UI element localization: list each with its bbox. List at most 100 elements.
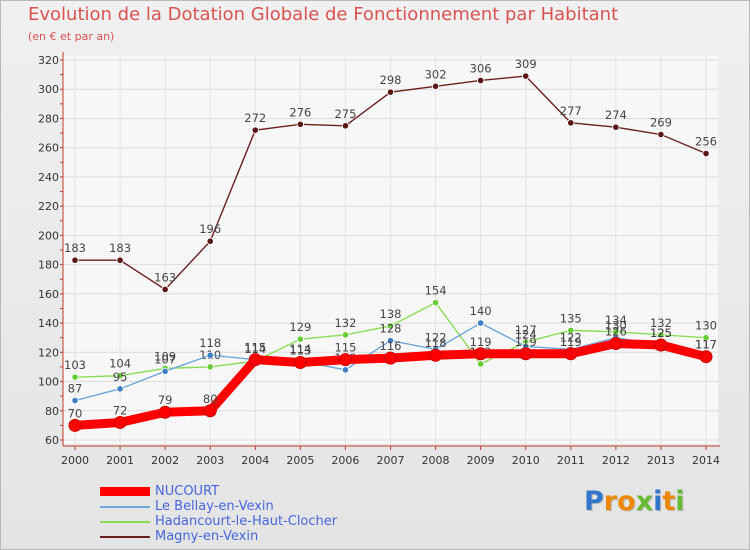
point-nucourt	[248, 353, 262, 367]
data-label-nucourt: 125	[650, 326, 672, 340]
series-le-bellay-en-vexin: 8795107118115114108128122140124122130125…	[68, 304, 717, 405]
legend-item-nucourt: NUCOURT	[100, 484, 420, 499]
point-nucourt	[474, 347, 488, 361]
data-label-nucourt: 119	[515, 335, 537, 349]
point-le-bellay-en-vexin	[477, 319, 485, 327]
point-le-bellay-en-vexin	[71, 396, 79, 405]
series-magny-en-vexin: 183 183 163 196 272 276 275 298 302 306 309 277 274 2…	[64, 57, 717, 294]
point-nucourt	[293, 356, 307, 370]
point-magny-en-vexin	[431, 82, 440, 90]
point-magny-en-vexin	[567, 119, 575, 127]
x-tick-label: 2008	[422, 454, 450, 467]
x-tick-label: 2003	[196, 454, 224, 467]
point-le-bellay-en-vexin	[116, 385, 124, 393]
point-magny-en-vexin	[251, 126, 259, 134]
data-label-le-bellay-en-vexin: 125	[650, 326, 672, 340]
data-label-le-bellay-en-vexin: 122	[425, 330, 447, 344]
data-label-nucourt: 126	[605, 325, 627, 339]
point-hadancourt-le-haut-clocher	[386, 322, 395, 330]
data-label-magny-en-vexin: 256	[695, 135, 717, 149]
data-label-le-bellay-en-vexin: 114	[289, 342, 311, 356]
point-nucourt	[68, 418, 82, 432]
x-tick-label: 2013	[647, 454, 675, 467]
x-tick-label: 2002	[151, 454, 179, 467]
series-nucourt: 70 72 79 80 115 113 115 116 118 119 119 119 126 125 11…	[68, 325, 717, 432]
data-label-magny-en-vexin: 274	[605, 108, 627, 122]
data-label-magny-en-vexin: 277	[560, 104, 582, 118]
point-le-bellay-en-vexin	[341, 366, 350, 374]
data-label-le-bellay-en-vexin: 118	[199, 336, 221, 350]
legend-swatch-magny	[100, 536, 150, 538]
point-magny-en-vexin	[477, 76, 485, 85]
point-nucourt	[429, 348, 443, 362]
point-hadancourt-le-haut-clocher	[71, 373, 79, 381]
point-magny-en-vexin	[522, 72, 530, 80]
x-tick-label: 2001	[106, 454, 134, 467]
point-nucourt	[203, 404, 217, 418]
point-le-bellay-en-vexin	[161, 367, 169, 375]
point-hadancourt-le-haut-clocher	[206, 363, 214, 371]
point-nucourt	[338, 353, 352, 367]
x-tick-label: 2011	[557, 454, 585, 467]
point-nucourt	[519, 347, 533, 361]
point-nucourt	[564, 347, 578, 361]
point-magny-en-vexin	[386, 88, 395, 96]
x-tick-label: 2000	[61, 454, 89, 467]
legend-label-hadancourt: Hadancourt-le-Haut-Clocher	[155, 514, 338, 529]
y-tick-label: 280	[38, 112, 59, 125]
data-label-hadancourt-le-haut-clocher: 132	[650, 316, 672, 330]
chart-title: Evolution de la Dotation Globale de Fonc…	[28, 4, 619, 25]
data-label-le-bellay-en-vexin: 124	[515, 327, 537, 341]
legend: NUCOURT Le Bellay-en-Vexin Hadancourt-le…	[100, 484, 420, 544]
data-label-magny-en-vexin: 183	[64, 241, 86, 255]
data-label-magny-en-vexin: 302	[425, 67, 447, 81]
data-label-magny-en-vexin: 309	[515, 57, 537, 71]
data-label-nucourt: 72	[113, 403, 128, 417]
point-hadancourt-le-haut-clocher	[657, 331, 665, 339]
legend-label-magny: Magny-en-Vexin	[155, 529, 259, 544]
data-label-hadancourt-le-haut-clocher: 114	[244, 342, 266, 356]
data-label-nucourt: 113	[289, 344, 311, 358]
data-label-hadancourt-le-haut-clocher: 104	[109, 357, 131, 371]
proxiti-logo: Proxiti	[584, 486, 685, 517]
data-label-nucourt: 79	[158, 393, 173, 407]
y-tick-label: 320	[38, 54, 59, 67]
data-label-magny-en-vexin: 276	[289, 105, 311, 119]
data-label-hadancourt-le-haut-clocher: 127	[515, 323, 537, 337]
y-tick-label: 300	[38, 83, 59, 96]
y-tick-label: 120	[38, 346, 59, 359]
data-label-hadancourt-le-haut-clocher: 134	[605, 313, 627, 327]
x-tick-label: 2012	[602, 454, 630, 467]
point-hadancourt-le-haut-clocher	[116, 372, 124, 380]
y-tick-label: 160	[38, 288, 59, 301]
data-label-le-bellay-en-vexin: 95	[113, 370, 128, 384]
data-label-le-bellay-en-vexin: 115	[244, 341, 266, 355]
x-tick-label: 2007	[377, 454, 405, 467]
point-le-bellay-en-vexin	[206, 351, 214, 359]
data-label-le-bellay-en-vexin: 128	[380, 322, 402, 336]
x-tick-label: 2010	[512, 454, 540, 467]
point-hadancourt-le-haut-clocher	[341, 331, 350, 339]
data-label-le-bellay-en-vexin: 140	[470, 304, 492, 318]
chart-subtitle: (en € et par an)	[28, 30, 115, 43]
y-tick-label: 180	[38, 259, 59, 272]
point-nucourt	[609, 337, 623, 351]
legend-item-hadancourt: Hadancourt-le-Haut-Clocher	[100, 514, 420, 529]
point-magny-en-vexin	[161, 285, 169, 294]
data-label-magny-en-vexin: 272	[244, 111, 266, 125]
point-nucourt	[384, 351, 397, 365]
legend-swatch-le-bellay	[100, 506, 150, 508]
data-label-nucourt: 119	[470, 335, 492, 349]
point-magny-en-vexin	[71, 256, 79, 264]
y-tick-label: 140	[38, 317, 59, 330]
point-hadancourt-le-haut-clocher	[431, 299, 440, 307]
data-label-magny-en-vexin: 298	[380, 73, 402, 87]
data-label-hadancourt-le-haut-clocher: 138	[380, 307, 402, 321]
legend-swatch-nucourt	[100, 487, 150, 496]
data-label-le-bellay-en-vexin: 107	[154, 352, 176, 366]
legend-swatch-hadancourt	[100, 521, 150, 523]
y-tick-label: 80	[45, 405, 59, 418]
data-label-nucourt: 115	[244, 341, 266, 355]
legend-label-le-bellay: Le Bellay-en-Vexin	[155, 499, 274, 514]
point-magny-en-vexin	[116, 256, 124, 264]
